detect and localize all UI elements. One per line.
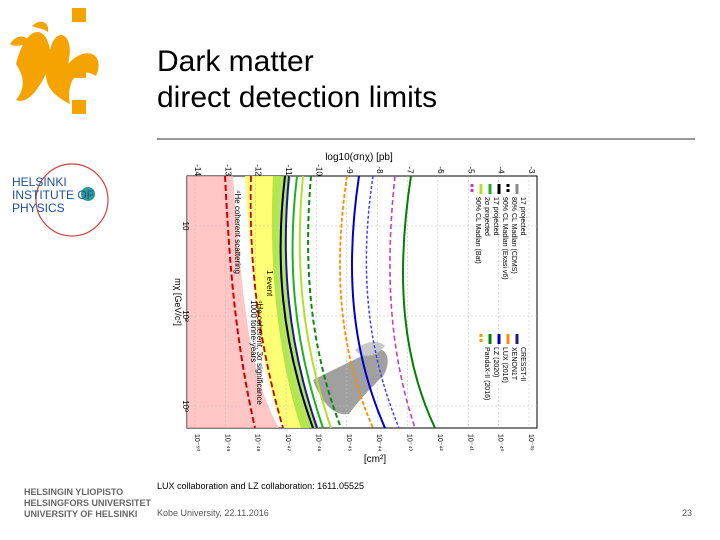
top-tick-label: -11 [284,165,293,177]
top-tick-label: -13 [223,164,232,176]
bottom-tick-label: 10⁻⁴⁹ [223,434,230,452]
legend-label: 80% CL Madlan (CDMS) [510,197,517,274]
top-tick-labels: -14 -13 -12 -11 -10 -9 -8 -7 -6 -5 -4 -3 [193,164,536,176]
chart-annotation: 1 event [265,270,274,297]
curve-madlan-cdms [307,175,342,429]
legend-label: XENON1T [510,347,517,381]
curve-lz [402,175,436,429]
curve-xenon1t [339,175,374,429]
physics-line1: HELSINKI [12,175,67,189]
mass-axis-label: mχ [GeV/c²] [173,278,183,326]
curve-madlan-exasi [279,175,314,429]
limit-curves [224,175,436,429]
university-names: HELSINGIN YLIOPISTO HELSINGFORS UNIVERSI… [24,487,151,520]
legend-label: 2σ projected [483,197,490,236]
curve-he-coherent [224,175,256,429]
top-tick-label: -8 [375,166,384,174]
legend-label: LUX (2016) [501,347,508,383]
region-projection-band [271,176,319,428]
top-tick-label: -9 [345,166,354,174]
title-line2: direct detection limits [157,81,438,114]
uni-name-sv: HELSINGFORS UNIVERSITET [24,498,152,508]
chart-grid [187,176,537,428]
bottom-tick-label: 10⁻³⁹ [527,434,534,451]
atom-dot-icon [81,187,95,201]
bottom-tick-label: 10⁻⁴⁵ [345,434,352,451]
legend-label: PandaX-II (2016) [483,347,490,400]
flame-icon [10,8,99,114]
region-neutrino-floor [187,176,279,428]
bottom-tick-labels: 10⁻⁵⁰ 10⁻⁴⁹ 10⁻⁴⁸ 10⁻⁴⁷ 10⁻⁴⁶ 10⁻⁴⁵ 10⁻⁴⁴ 10⁻⁴³… [193,434,534,452]
legend-label: 90% CL Madlan (Bat) [474,197,481,264]
title-divider [157,138,695,140]
legend-label: 90% CL Madlan (Exasi v6) [501,197,508,280]
top-tick-label: -3 [527,166,536,174]
uni-name-fi: HELSINGIN YLIOPISTO [24,487,124,497]
mass-tick-label: 10³ [181,400,190,412]
curve-2sigma [298,175,332,429]
physics-line3: PHYSICS [12,201,65,215]
chart-annotation: ⁴He coherent, 3σ significance [255,300,264,405]
curve-projected-green [291,175,324,429]
curve-lux [351,175,386,429]
bottom-tick-label: 10⁻⁵⁰ [193,434,201,451]
physics-institute-logo: HELSINKI INSTITUTE OF PHYSICS [12,163,109,237]
top-tick-label: -10 [314,164,323,176]
university-flame-logo [10,8,99,114]
chart-annotation: 1000 tonne-years [249,300,258,362]
bottom-tick-label: 10⁻⁴² [436,434,443,451]
chart-annotation: ⁴He coherent scattering [233,190,242,274]
top-tick-label: -4 [497,166,506,174]
bottom-axis-label: [cm²] [364,454,386,465]
mass-tick-label: 10² [181,310,190,322]
curve-madlan-bat [389,175,416,429]
top-axis-label: log10(σnχ) [pb] [325,152,393,163]
bottom-tick-label: 10⁻⁴⁸ [254,434,261,451]
title-line1: Dark matter [157,45,314,78]
mass-tick-label: 10 [181,222,190,231]
region-signal-secondary [355,341,385,356]
top-tick-label: -7 [406,166,415,174]
curve-cresst [284,175,318,429]
top-tick-label: -6 [436,166,445,174]
legend-label: CRESST-II [519,347,526,381]
bottom-tick-label: 10⁻⁴¹ [466,434,473,451]
slide-title: Dark matter direct detection limits [157,44,437,116]
top-tick-label: -5 [466,166,475,174]
orbit-circle [35,163,109,237]
top-tick-label: -14 [193,164,202,176]
bottom-tick-label: 10⁻⁴³ [406,434,413,451]
legend-label: 17 projected [492,197,499,236]
mass-tick-labels: 10 10² 10³ [181,222,190,413]
region-signal [313,349,388,415]
bottom-tick-label: 10⁻⁴⁴ [375,434,382,452]
uni-name-en: UNIVERSITY OF HELSINKI [24,509,138,519]
bottom-tick-label: 10⁻⁴⁶ [314,434,321,451]
dark-matter-limits-chart: log10(σnχ) [pb] [cm²] -14 -13 -12 -11 -10 -9-… [173,152,538,465]
citation: LUX collaboration and LZ collaboration: … [157,481,364,491]
legend-label: 17 projected [519,197,526,236]
physics-line2: INSTITUTE OF [12,188,94,202]
curve-he-3sigma [249,175,284,429]
top-tick-label: -12 [254,164,263,176]
curve-pandax [365,175,400,429]
footer-venue-date: Kobe University, 22.11.2016 [157,508,269,518]
legend-label: LZ (2020) [492,347,499,377]
page-number: 23 [682,508,693,518]
bottom-tick-label: 10⁻⁴⁷ [284,434,291,451]
bottom-tick-label: 10⁻⁴⁰ [497,434,505,451]
